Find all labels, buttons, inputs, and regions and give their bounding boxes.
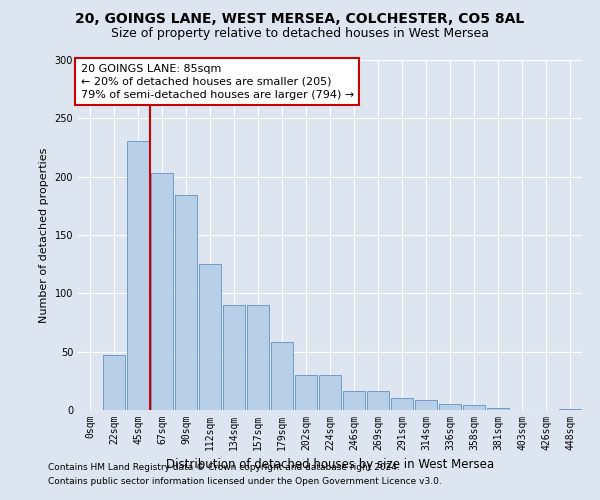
Bar: [247, 305, 269, 410]
Bar: [343, 392, 365, 410]
Bar: [295, 375, 317, 410]
Text: Size of property relative to detached houses in West Mersea: Size of property relative to detached ho…: [111, 28, 489, 40]
Text: 20 GOINGS LANE: 85sqm
← 20% of detached houses are smaller (205)
79% of semi-det: 20 GOINGS LANE: 85sqm ← 20% of detached …: [80, 64, 354, 100]
Bar: [559, 409, 581, 410]
Bar: [391, 398, 413, 410]
Bar: [487, 408, 509, 410]
Bar: [271, 342, 293, 410]
Bar: [367, 392, 389, 410]
Text: Contains public sector information licensed under the Open Government Licence v3: Contains public sector information licen…: [48, 477, 442, 486]
Bar: [439, 404, 461, 410]
Bar: [223, 305, 245, 410]
Bar: [415, 400, 437, 410]
Bar: [319, 375, 341, 410]
Bar: [463, 406, 485, 410]
Y-axis label: Number of detached properties: Number of detached properties: [39, 148, 49, 322]
Text: Contains HM Land Registry data © Crown copyright and database right 2024.: Contains HM Land Registry data © Crown c…: [48, 464, 400, 472]
Bar: [127, 140, 149, 410]
Text: 20, GOINGS LANE, WEST MERSEA, COLCHESTER, CO5 8AL: 20, GOINGS LANE, WEST MERSEA, COLCHESTER…: [76, 12, 524, 26]
Bar: [175, 196, 197, 410]
Bar: [199, 264, 221, 410]
Bar: [151, 173, 173, 410]
X-axis label: Distribution of detached houses by size in West Mersea: Distribution of detached houses by size …: [166, 458, 494, 471]
Bar: [103, 355, 125, 410]
